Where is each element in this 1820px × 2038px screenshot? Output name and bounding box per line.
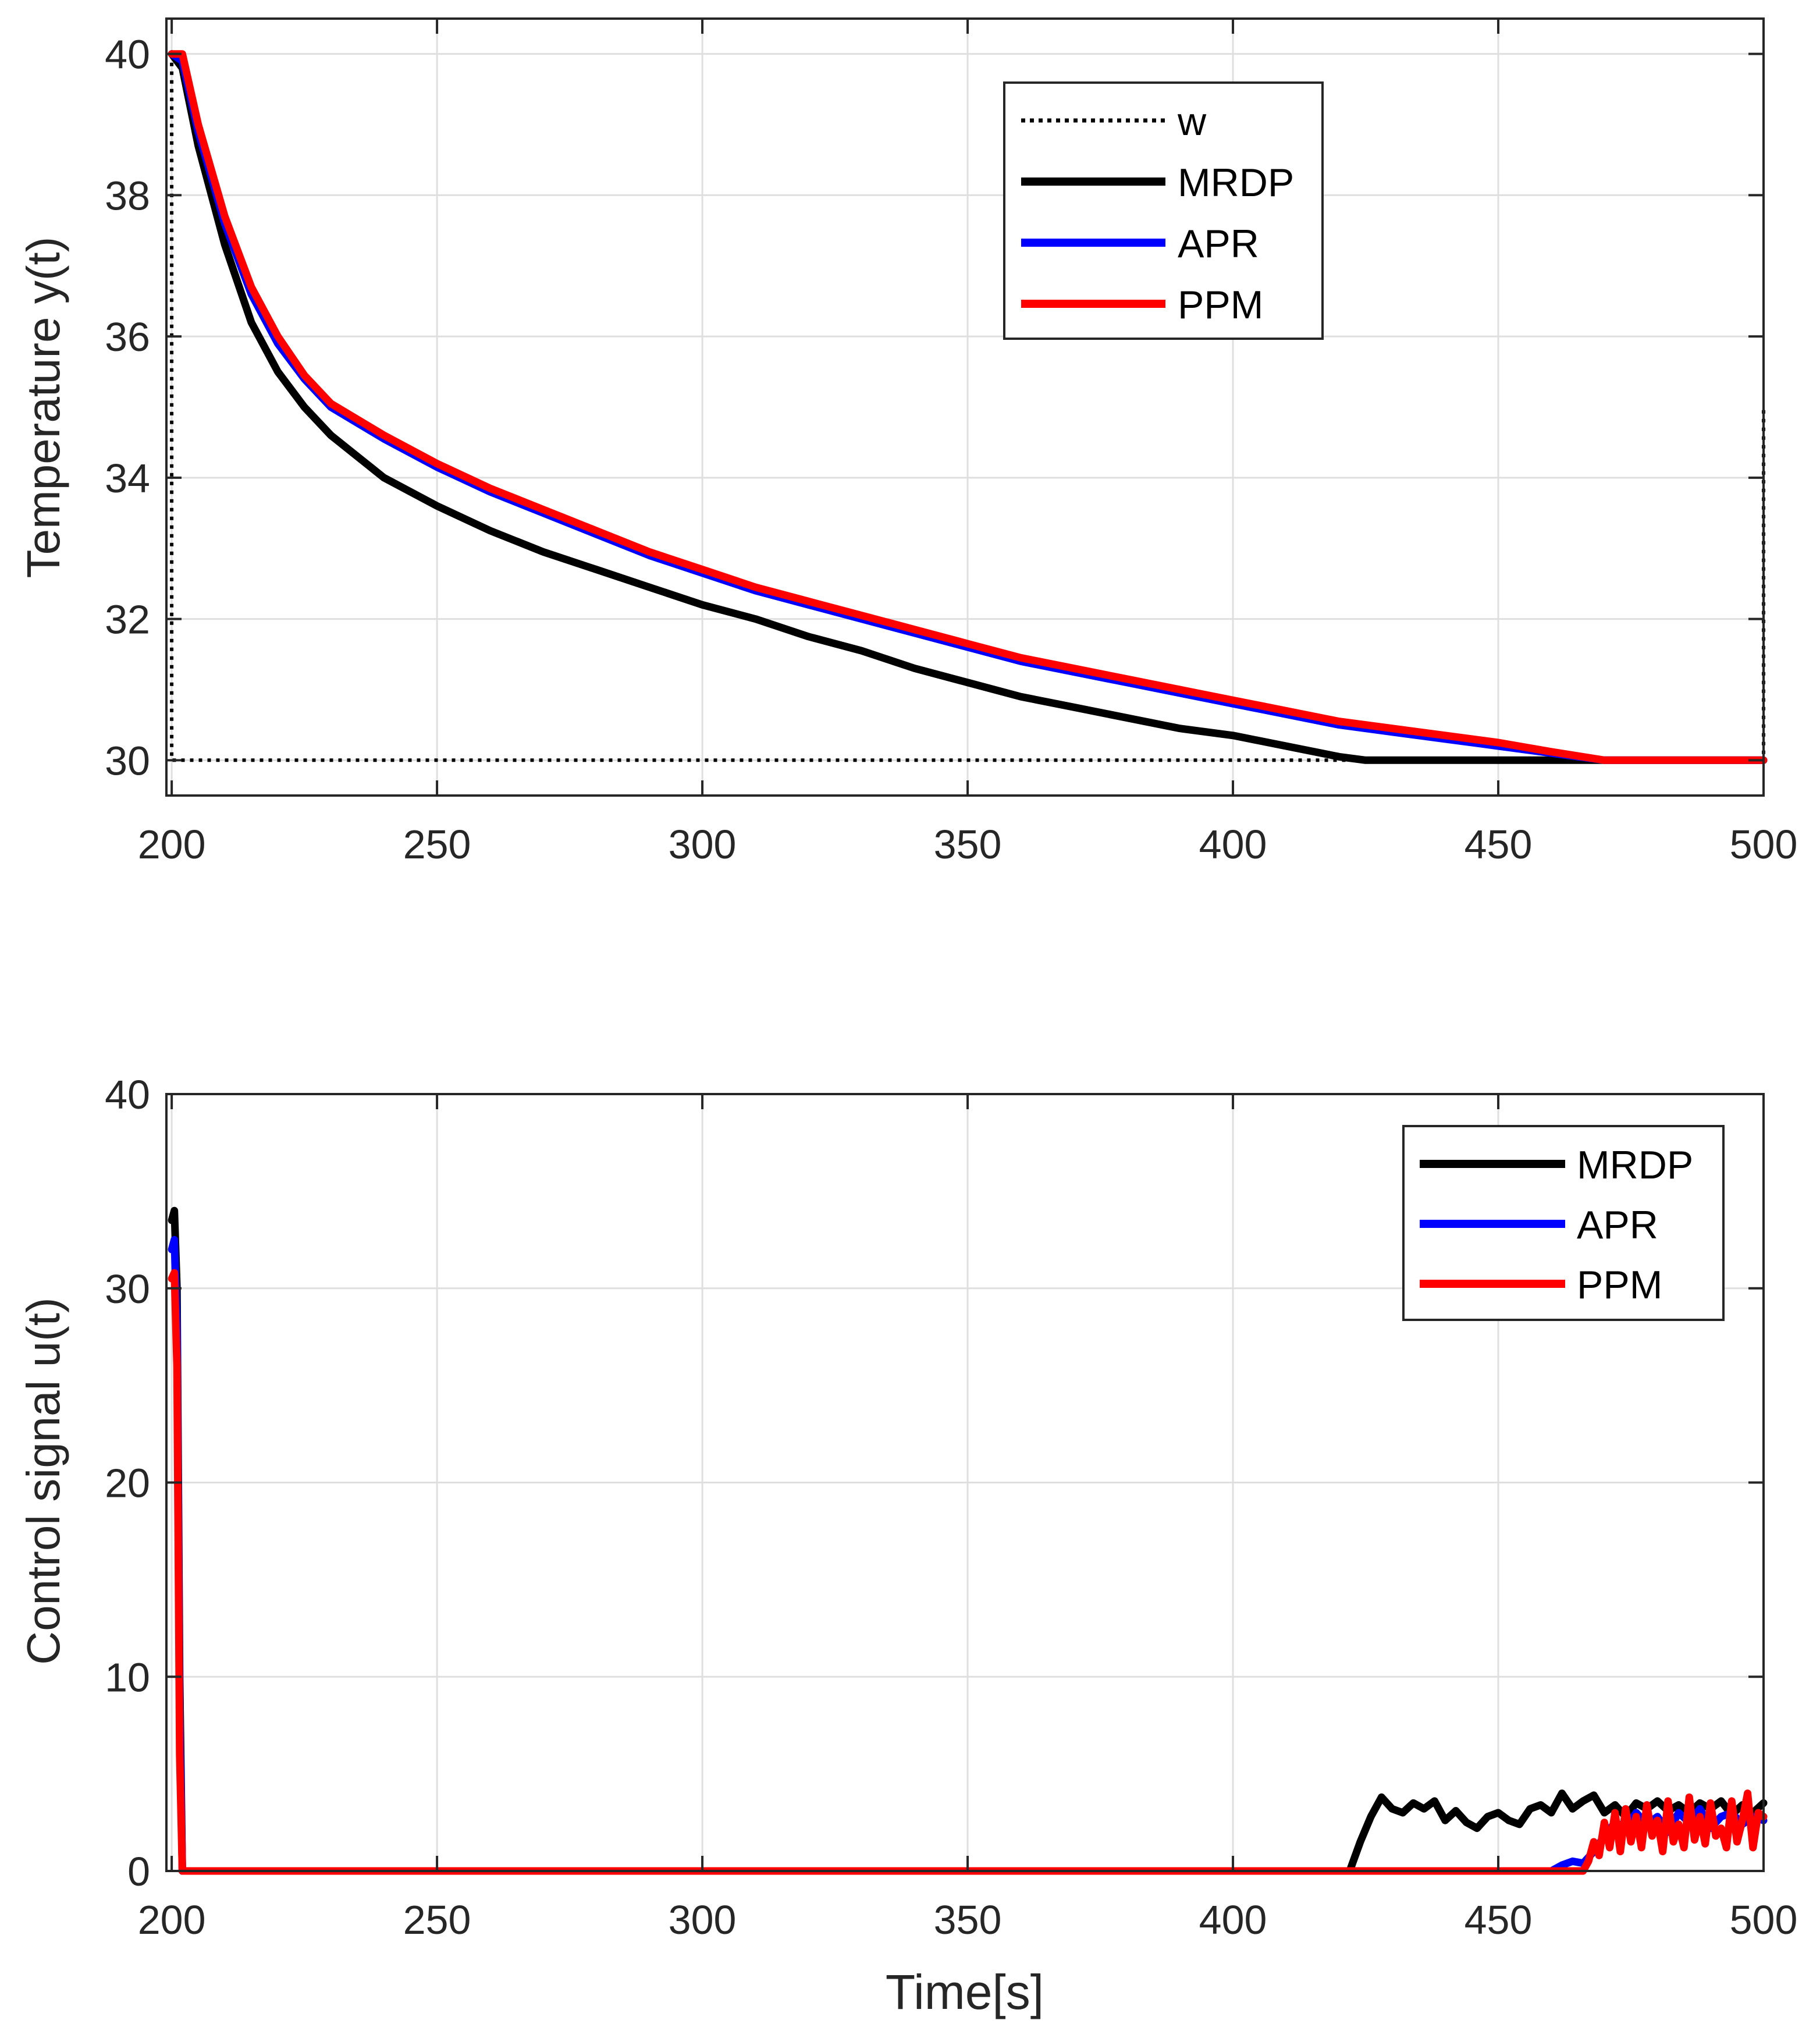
temperature-series xyxy=(168,50,1768,764)
x-tick-label: 250 xyxy=(403,822,471,867)
y-tick-label: 36 xyxy=(105,314,150,360)
x-tick-label: 200 xyxy=(138,1897,206,1943)
y-tick-label: 30 xyxy=(105,738,150,783)
y-tick-label: 40 xyxy=(105,32,150,77)
y-tick-label: 32 xyxy=(105,597,150,642)
temperature-y-axis-label: Temperature y(t) xyxy=(17,237,69,578)
control-legend[interactable]: MRDP APR PPM xyxy=(1402,1125,1725,1321)
legend-label-apr: APR xyxy=(1178,222,1259,266)
x-tick-label: 450 xyxy=(1464,1897,1533,1943)
control-y-axis-label: Control signal u(t) xyxy=(17,1297,69,1664)
temperature-legend-box xyxy=(1003,81,1324,340)
x-tick-label: 250 xyxy=(403,1897,471,1943)
legend-label-mrdp: MRDP xyxy=(1178,161,1294,205)
x-tick-label: 350 xyxy=(934,822,1002,867)
series-line-mrdp xyxy=(168,1206,1768,1875)
y-tick-label: 34 xyxy=(105,456,150,501)
x-tick-label: 200 xyxy=(138,822,206,867)
legend-label-apr: APR xyxy=(1577,1203,1658,1247)
x-tick-label: 400 xyxy=(1199,1897,1267,1943)
y-tick-label: 40 xyxy=(105,1072,150,1117)
legend-label-mrdp: MRDP xyxy=(1577,1143,1693,1187)
temperature-panel: 200 250 300 350 400 450 500 30 32 34 36 38 40 Temper… xyxy=(17,17,1797,867)
temperature-grid xyxy=(166,19,1765,796)
y-tick-label: 20 xyxy=(105,1461,150,1506)
x-tick-label: 400 xyxy=(1199,822,1267,867)
temperature-axes-box xyxy=(165,17,1765,797)
y-tick-label: 10 xyxy=(105,1654,150,1700)
x-tick-label: 300 xyxy=(669,1897,737,1943)
y-tick-label: 38 xyxy=(105,173,150,218)
x-tick-label: 500 xyxy=(1730,822,1798,867)
series-line-ppm xyxy=(168,50,1768,764)
control-panel: 200 250 300 350 400 450 500 0 10 20 30 40 Control s… xyxy=(17,1072,1797,2019)
legend-label-ppm: PPM xyxy=(1178,283,1263,327)
x-tick-label: 450 xyxy=(1464,822,1533,867)
control-ticks: 200 250 300 350 400 450 500 0 10 20 30 40 xyxy=(105,1072,1797,1943)
x-tick-label: 350 xyxy=(934,1897,1002,1943)
y-tick-label: 30 xyxy=(105,1266,150,1312)
series-line-mrdp xyxy=(168,50,1768,764)
legend-label-ppm: PPM xyxy=(1577,1263,1662,1307)
temperature-axes-background xyxy=(166,19,1764,796)
x-tick-label: 300 xyxy=(669,822,737,867)
x-tick-label: 500 xyxy=(1730,1897,1798,1943)
control-x-axis-label: Time[s] xyxy=(886,1965,1044,2019)
temperature-ticks: 200 250 300 350 400 450 500 30 32 34 36 38 40 xyxy=(105,19,1797,867)
temperature-legend[interactable]: w MRDP APR PPM xyxy=(1003,81,1324,340)
y-tick-label: 0 xyxy=(127,1849,150,1894)
series-line-w xyxy=(170,54,1765,762)
legend-label-w: w xyxy=(1177,100,1207,144)
series-line-ppm xyxy=(168,1269,1768,1875)
